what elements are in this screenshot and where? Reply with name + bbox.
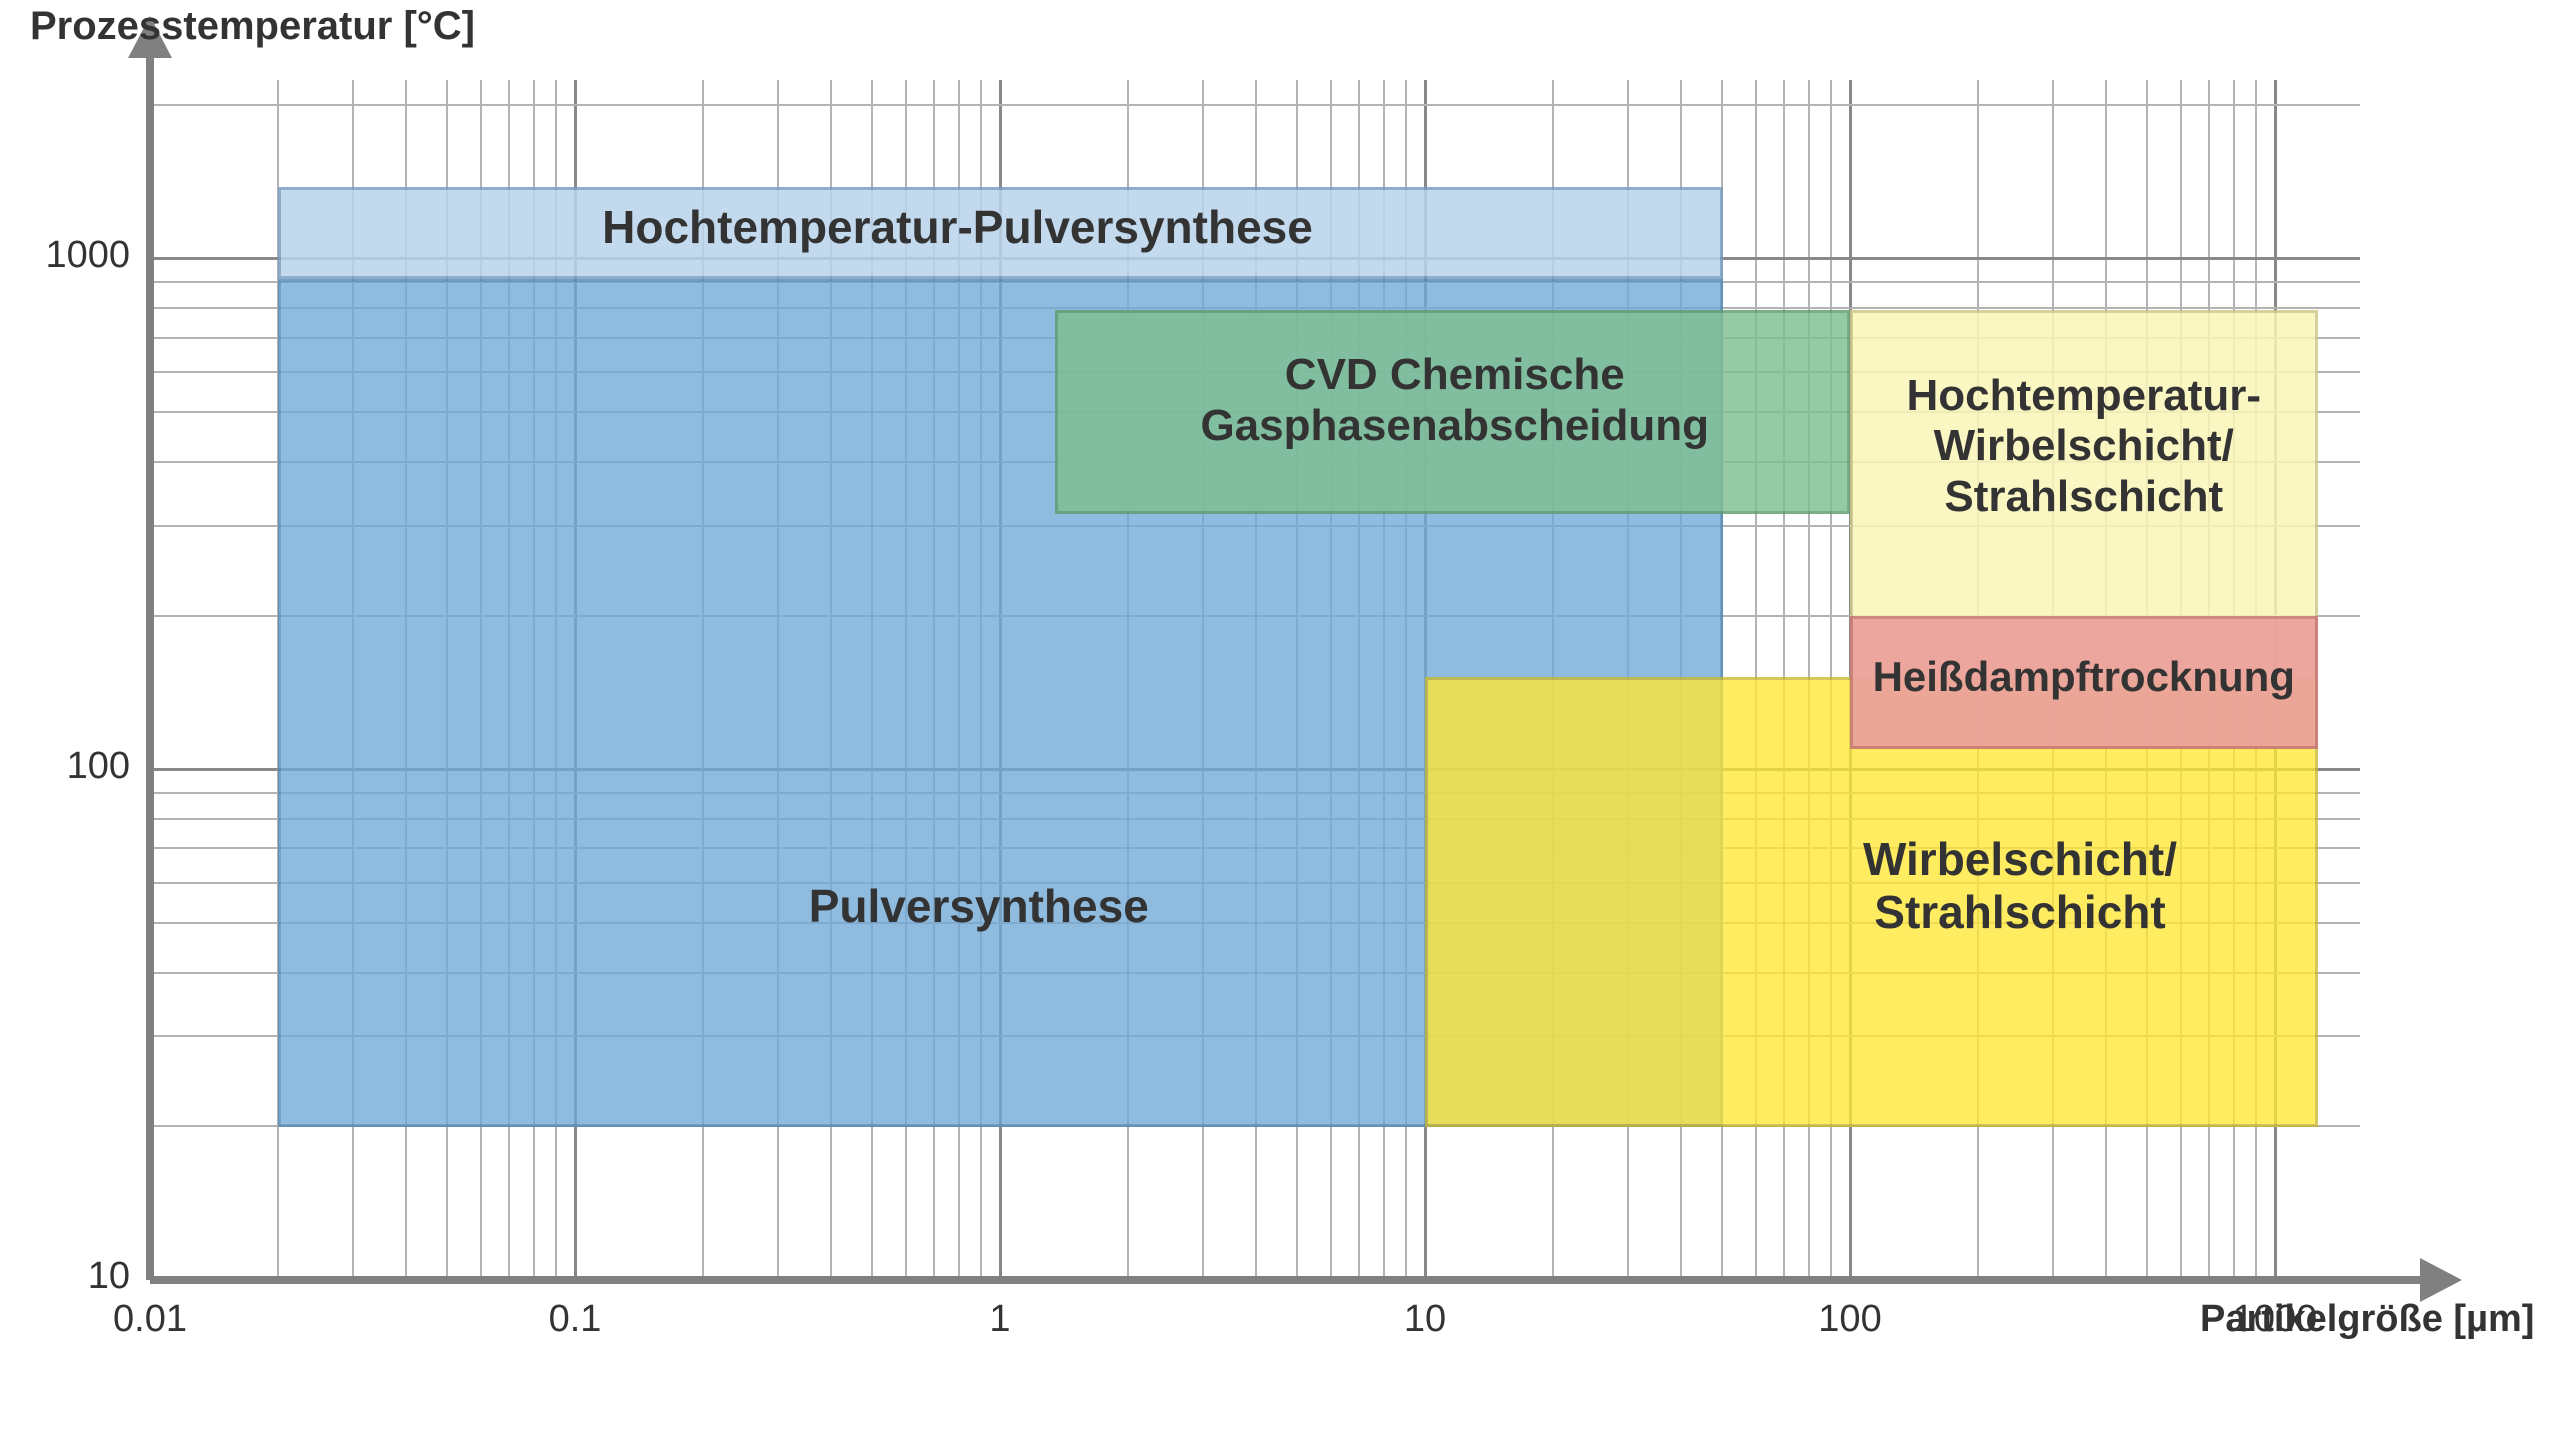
- y-axis-line: [146, 50, 154, 1280]
- y-axis-title: Prozesstemperatur [°C]: [30, 4, 475, 49]
- y-gridline-minor: [150, 104, 2360, 106]
- x-tick-label: 100: [1750, 1298, 1950, 1341]
- x-tick-label: 10: [1325, 1298, 1525, 1341]
- region-label-cvd: CVD Chemische Gasphasenabscheidung: [1055, 350, 1855, 451]
- x-axis-line: [150, 1276, 2420, 1284]
- x-tick-label: 0.1: [475, 1298, 675, 1341]
- region-label-heissdampf: Heißdampftrocknung: [1684, 653, 2484, 701]
- x-axis-title: Partikelgröße [µm]: [2200, 1298, 2534, 1341]
- x-axis-arrow-icon: [2420, 1258, 2462, 1302]
- x-tick-label: 1: [900, 1298, 1100, 1341]
- y-tick-label: 10: [0, 1255, 130, 1298]
- x-tick-label: 0.01: [50, 1298, 250, 1341]
- y-tick-label: 100: [0, 745, 130, 788]
- region-label-pulversynthese: Pulversynthese: [579, 880, 1379, 933]
- y-tick-label: 1000: [0, 234, 130, 277]
- region-label-ht-pulversynthese: Hochtemperatur-Pulversynthese: [558, 201, 1358, 254]
- region-label-wirbelschicht: Wirbelschicht/ Strahlschicht: [1620, 833, 2420, 939]
- process-region-chart: Pulversynthese Hochtemperatur-Pulversynth…: [0, 0, 2560, 1437]
